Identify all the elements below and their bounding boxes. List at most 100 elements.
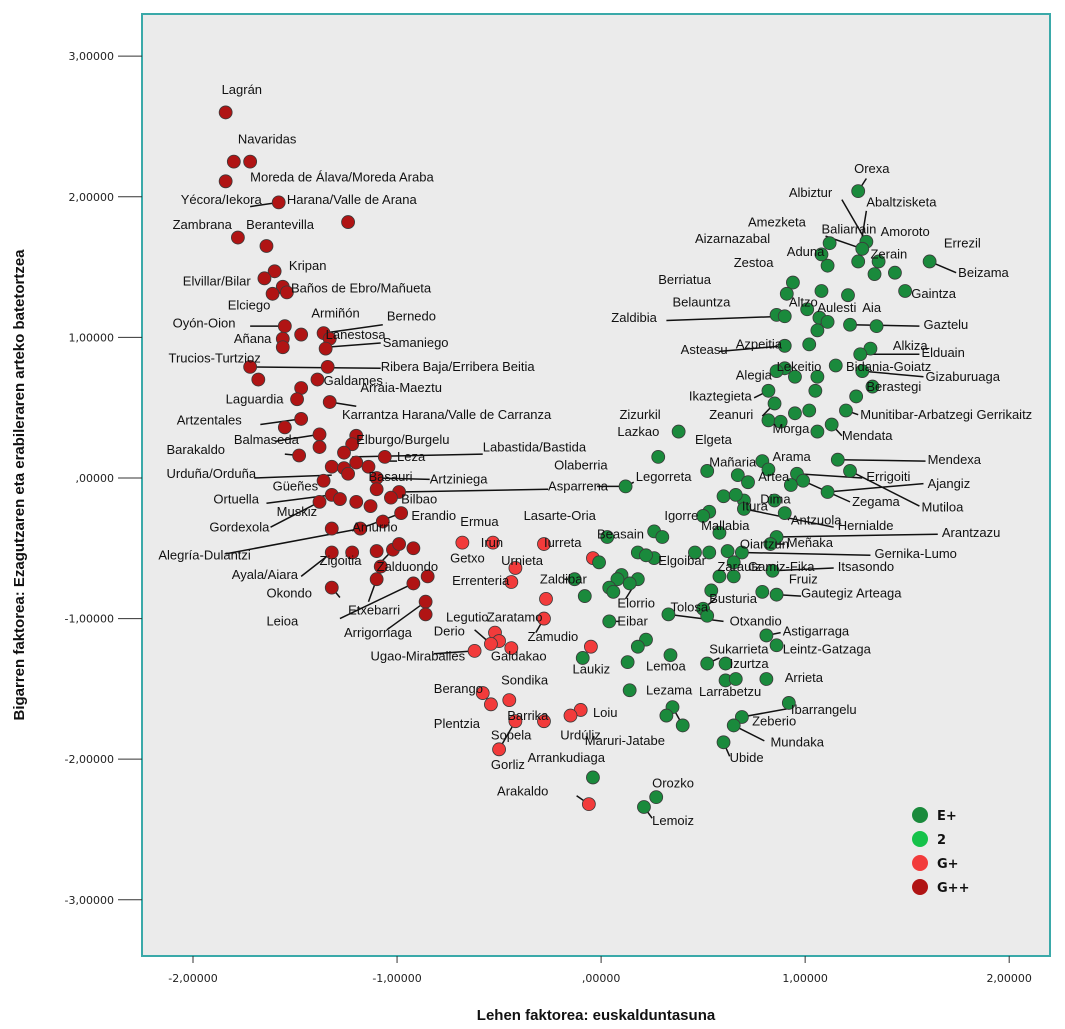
point-label: Güeñes bbox=[273, 479, 319, 494]
data-point bbox=[675, 718, 690, 733]
point-label: Balmaseda bbox=[234, 432, 300, 447]
point-label: Getxo bbox=[450, 550, 485, 565]
data-point bbox=[655, 530, 670, 544]
data-point bbox=[312, 440, 327, 454]
point-label: Laguardia bbox=[226, 391, 285, 406]
data-point bbox=[671, 424, 686, 439]
point-label: Busturia bbox=[709, 591, 757, 606]
point-label: Lasarte-Oria bbox=[524, 508, 597, 523]
leader-line bbox=[352, 453, 483, 458]
point-label: Gorliz bbox=[491, 757, 525, 772]
point-label: Gaintza bbox=[911, 286, 957, 301]
data-point bbox=[475, 686, 490, 700]
point-label: Izurtza bbox=[730, 656, 770, 671]
point-label: Artzentales bbox=[177, 413, 243, 428]
point-label: Alegría-Dulantzi bbox=[158, 548, 251, 563]
data-point bbox=[361, 459, 376, 474]
data-point bbox=[769, 587, 784, 602]
data-point bbox=[577, 589, 592, 603]
data-point bbox=[786, 275, 800, 290]
point-label: Zaldibar bbox=[540, 571, 588, 586]
data-point bbox=[841, 288, 855, 303]
data-point bbox=[320, 359, 335, 374]
point-label: Orexa bbox=[854, 161, 890, 176]
data-point bbox=[384, 490, 398, 505]
data-point bbox=[467, 644, 482, 658]
data-point bbox=[688, 545, 702, 560]
point-label: Elduain bbox=[921, 345, 964, 360]
point-label: Navaridas bbox=[238, 131, 297, 146]
data-point bbox=[622, 683, 637, 698]
data-point bbox=[783, 478, 798, 492]
point-label: Arraia-Maeztu bbox=[360, 380, 442, 395]
point-label: Erandio bbox=[411, 508, 456, 523]
point-label: Lanestosa bbox=[326, 327, 387, 342]
point-label: Arama bbox=[772, 449, 811, 464]
data-point bbox=[704, 583, 719, 598]
data-point bbox=[871, 254, 886, 269]
point-label: Elorrio bbox=[617, 595, 655, 610]
point-label: Trucios-Turtzioz bbox=[169, 351, 261, 366]
point-label: Mañaria bbox=[709, 455, 757, 470]
data-point bbox=[375, 514, 390, 529]
point-label: Errigoiti bbox=[866, 469, 910, 484]
data-point bbox=[373, 559, 388, 574]
data-point bbox=[822, 236, 837, 251]
point-label: Olaberria bbox=[554, 458, 608, 473]
data-point bbox=[275, 340, 290, 355]
data-point bbox=[810, 369, 825, 384]
data-point bbox=[661, 607, 676, 622]
point-label: Ibarrangelu bbox=[791, 702, 857, 717]
point-label: Gaztelu bbox=[923, 317, 968, 332]
data-point bbox=[618, 479, 633, 494]
x-tick-label: ,00000 bbox=[582, 972, 621, 985]
point-label: Albiztur bbox=[789, 185, 833, 200]
data-point bbox=[290, 392, 304, 407]
point-label: Mutiloa bbox=[921, 500, 964, 515]
data-point bbox=[802, 403, 817, 418]
data-point bbox=[586, 770, 600, 785]
y-tick-label: 3,00000 bbox=[69, 50, 115, 63]
point-label: Baños de Ebro/Mañueta bbox=[291, 280, 432, 295]
data-point bbox=[820, 315, 835, 329]
point-label: Derio bbox=[434, 623, 465, 638]
data-point bbox=[769, 364, 784, 379]
leader-line bbox=[225, 527, 361, 555]
point-label: Amezketa bbox=[748, 214, 807, 229]
data-point bbox=[600, 530, 615, 544]
data-point bbox=[810, 323, 825, 338]
point-label: Gernika-Lumo bbox=[875, 546, 957, 561]
point-label: Urnieta bbox=[501, 553, 544, 568]
point-label: Belauntza bbox=[673, 294, 732, 309]
data-point bbox=[394, 506, 409, 521]
point-label: Aizarnazabal bbox=[695, 231, 770, 246]
point-label: Oyón-Oion bbox=[173, 316, 236, 331]
point-label: Baliarrain bbox=[821, 221, 876, 236]
point-label: Sukarrieta bbox=[709, 642, 769, 657]
point-label: Dima bbox=[760, 491, 791, 506]
data-point bbox=[765, 563, 780, 578]
point-label: Ayala/Aiara bbox=[232, 567, 299, 582]
data-point bbox=[231, 230, 245, 245]
point-label: Arantzazu bbox=[942, 525, 1001, 540]
point-label: Elgoibar bbox=[658, 553, 706, 568]
data-point bbox=[508, 561, 523, 575]
data-point bbox=[851, 254, 866, 269]
point-label: Lekeitio bbox=[777, 359, 822, 374]
point-label: Arakaldo bbox=[497, 784, 548, 799]
data-point bbox=[730, 468, 745, 483]
point-label: Mendata bbox=[842, 428, 893, 443]
y-tick-label: -1,00000 bbox=[65, 613, 114, 626]
point-label: Elciego bbox=[228, 297, 271, 312]
point-label: Plentzia bbox=[434, 716, 481, 731]
point-label: Samaniego bbox=[383, 335, 449, 350]
leader-line bbox=[827, 482, 924, 493]
point-label: Karrantza Harana/Valle de Carranza bbox=[342, 407, 552, 422]
data-point bbox=[659, 708, 674, 723]
point-label: Lemoa bbox=[646, 659, 687, 674]
data-point bbox=[251, 372, 266, 387]
data-point bbox=[734, 545, 749, 560]
data-point bbox=[716, 735, 731, 750]
point-label: Asparrena bbox=[548, 479, 609, 494]
data-point bbox=[622, 576, 637, 591]
